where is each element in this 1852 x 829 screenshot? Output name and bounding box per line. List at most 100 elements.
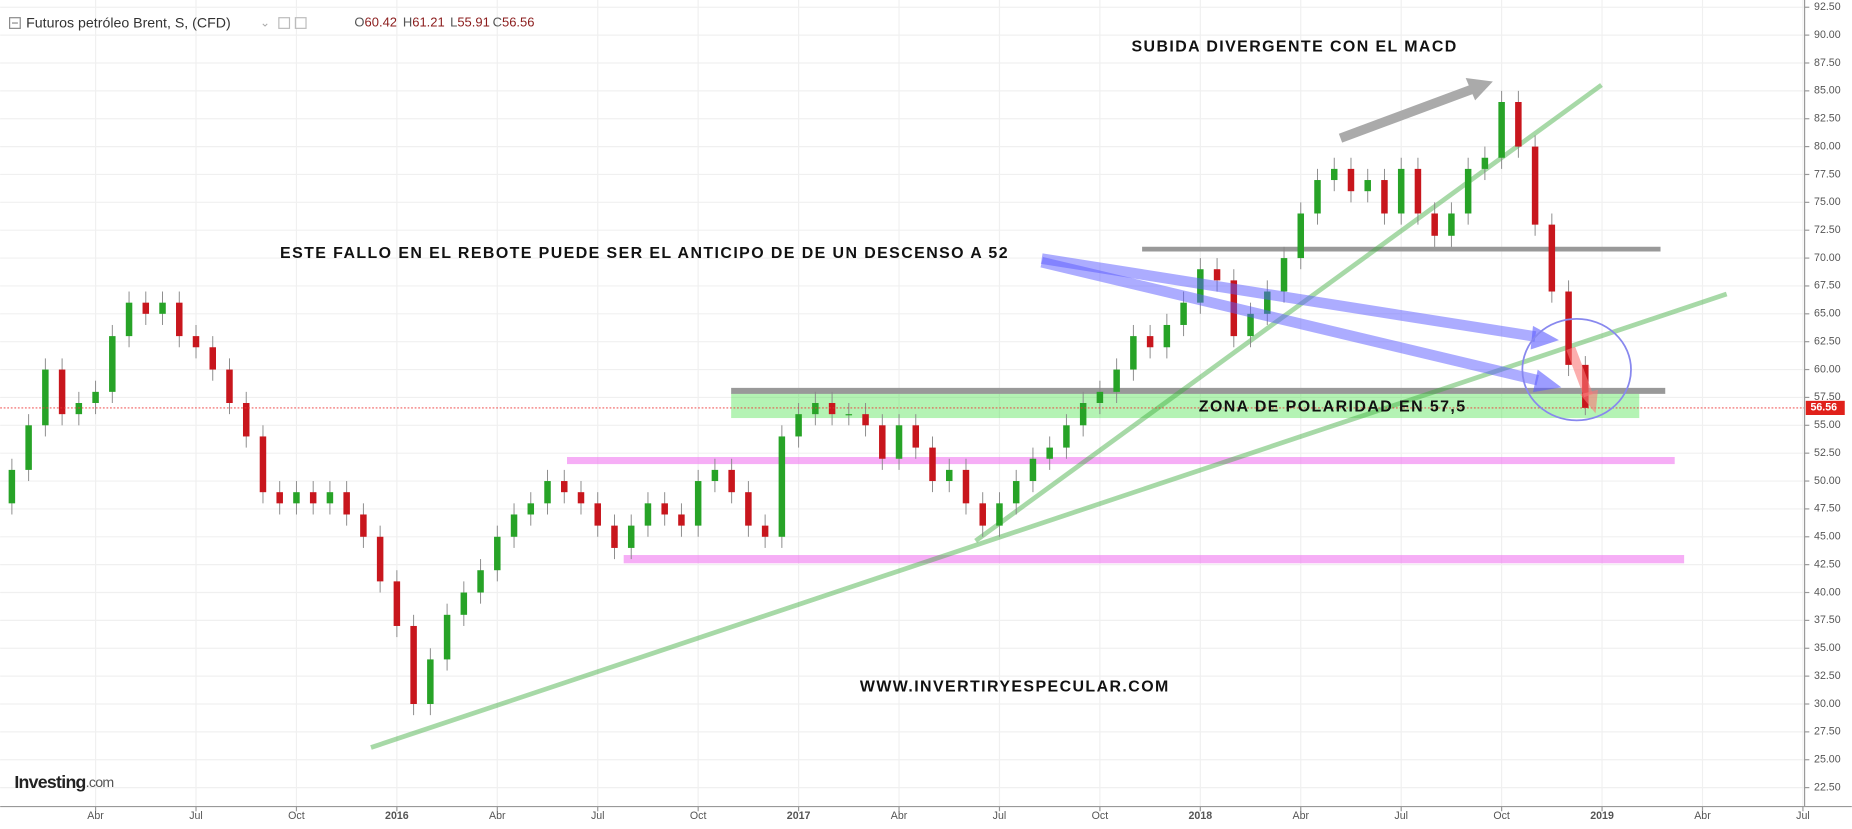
y-tick-label: 40.00 bbox=[1814, 586, 1841, 598]
candle-body bbox=[209, 347, 216, 370]
candle-body bbox=[510, 514, 518, 537]
ohlc-value: 56.56 bbox=[502, 15, 535, 30]
x-tick-label: 2018 bbox=[1189, 810, 1213, 822]
y-tick-label: 62.50 bbox=[1814, 336, 1841, 348]
candle-body bbox=[159, 302, 166, 314]
arrow bbox=[1040, 256, 1539, 386]
x-tick-label: Oct bbox=[690, 810, 707, 822]
grid bbox=[0, 0, 1805, 807]
y-tick-label: 50.00 bbox=[1814, 475, 1841, 487]
candle-body bbox=[962, 469, 970, 504]
x-tick-label: Oct bbox=[1493, 810, 1510, 822]
candle-body bbox=[1096, 391, 1104, 404]
polarity-zone bbox=[731, 393, 1640, 419]
candle-body bbox=[1012, 481, 1020, 504]
candle-body bbox=[443, 614, 451, 660]
y-tick-label: 90.00 bbox=[1814, 29, 1841, 41]
support-band bbox=[623, 555, 1685, 564]
candle-body bbox=[1280, 258, 1288, 292]
candle-body bbox=[343, 492, 350, 515]
candle-body bbox=[1431, 213, 1438, 236]
candle-body bbox=[996, 503, 1003, 526]
candle-body bbox=[1548, 224, 1556, 292]
logo-main: Investing bbox=[14, 772, 85, 792]
annotation: ESTE FALLO EN EL REBOTE PUEDE SER EL ANT… bbox=[280, 245, 1009, 262]
x-tick-label: Abr bbox=[1694, 810, 1711, 822]
annotation: ZONA DE POLARIDAD EN 57,5 bbox=[1199, 399, 1467, 416]
ohlc-value: 60.42 bbox=[365, 15, 398, 30]
candle-body bbox=[694, 481, 702, 526]
candle-body bbox=[1130, 336, 1137, 370]
ohlc-item: H61.21 bbox=[403, 15, 445, 30]
y-tick-label: 32.50 bbox=[1814, 670, 1841, 682]
candle-body bbox=[1264, 291, 1271, 314]
ohlc-readout: O60.42 H61.21 L55.91 C56.56 bbox=[354, 15, 534, 30]
x-tick-label: Jul bbox=[993, 810, 1007, 822]
y-tick-label: 92.50 bbox=[1814, 1, 1841, 13]
candle-body bbox=[125, 302, 133, 337]
arrow-head bbox=[1580, 389, 1598, 414]
y-tick-label: 45.00 bbox=[1814, 531, 1841, 543]
candle-body bbox=[242, 403, 250, 437]
candle-body bbox=[1414, 168, 1422, 214]
logo: Investing.com bbox=[14, 772, 113, 792]
arrow-head bbox=[1465, 77, 1493, 101]
candle-body bbox=[1347, 168, 1355, 192]
candle-body bbox=[1464, 168, 1472, 214]
ohlc-item: C56.56 bbox=[493, 15, 535, 30]
candle-body bbox=[293, 492, 300, 504]
candle-body bbox=[58, 369, 66, 415]
candle-body bbox=[845, 414, 853, 416]
candle-body bbox=[176, 302, 183, 337]
candle-body bbox=[627, 525, 635, 548]
y-tick-label: 60.00 bbox=[1814, 363, 1841, 375]
x-tick-label: Abr bbox=[1293, 810, 1310, 822]
candle-body bbox=[828, 403, 836, 415]
annotation: SUBIDA DIVERGENTE CON EL MACD bbox=[1131, 38, 1457, 55]
instrument-title: Futuros petróleo Brent, S, (CFD) bbox=[26, 15, 231, 31]
candle-body bbox=[1481, 157, 1489, 169]
candle-body bbox=[1247, 313, 1254, 337]
overlay-arrows bbox=[1040, 77, 1632, 422]
candle-body bbox=[427, 659, 434, 705]
candle-body bbox=[577, 492, 585, 504]
candle-body bbox=[661, 503, 668, 515]
y-tick-label: 67.50 bbox=[1814, 280, 1841, 292]
candle-body bbox=[1163, 324, 1171, 348]
candle-body bbox=[326, 492, 334, 504]
candle-body bbox=[1314, 180, 1321, 214]
x-tick-label: Jul bbox=[1394, 810, 1408, 822]
arrow bbox=[1566, 346, 1593, 398]
candle-body bbox=[929, 447, 936, 482]
candle-body bbox=[477, 570, 484, 593]
ohlc-key: H bbox=[403, 15, 412, 30]
candle-body bbox=[561, 481, 568, 493]
y-tick-label: 52.50 bbox=[1814, 447, 1841, 459]
candle-body bbox=[42, 369, 49, 426]
candle-body bbox=[1531, 146, 1539, 225]
candle-body bbox=[1448, 213, 1455, 236]
candle-body bbox=[1180, 302, 1187, 325]
candle-body bbox=[946, 469, 953, 482]
hide-icon[interactable] bbox=[294, 17, 307, 29]
highlight-circle bbox=[1521, 317, 1632, 422]
logo-suffix: .com bbox=[86, 775, 114, 791]
x-tick-label: Jul bbox=[591, 810, 605, 822]
arrow-head bbox=[1530, 325, 1559, 350]
y-tick-label: 30.00 bbox=[1814, 698, 1841, 710]
settings-icon[interactable] bbox=[278, 17, 291, 29]
y-tick-label: 77.50 bbox=[1814, 168, 1841, 180]
axes: 22.50 25.00 27.50 30.00 32.50 35.00 37.50 40.00… bbox=[87, 1, 1845, 822]
candle-body bbox=[527, 503, 535, 515]
candle-body bbox=[192, 336, 200, 348]
candle-body bbox=[276, 492, 283, 504]
candle-body bbox=[812, 403, 819, 415]
candle-body bbox=[778, 436, 786, 537]
ohlc-value: 55.91 bbox=[457, 15, 490, 30]
x-tick-label: Jul bbox=[189, 810, 203, 822]
dropdown-icon[interactable]: ⌄ bbox=[260, 16, 270, 30]
candle-body bbox=[410, 625, 417, 705]
candle-body bbox=[92, 391, 99, 404]
y-tick-label: 27.50 bbox=[1814, 726, 1841, 738]
collapse-icon[interactable] bbox=[9, 17, 21, 29]
